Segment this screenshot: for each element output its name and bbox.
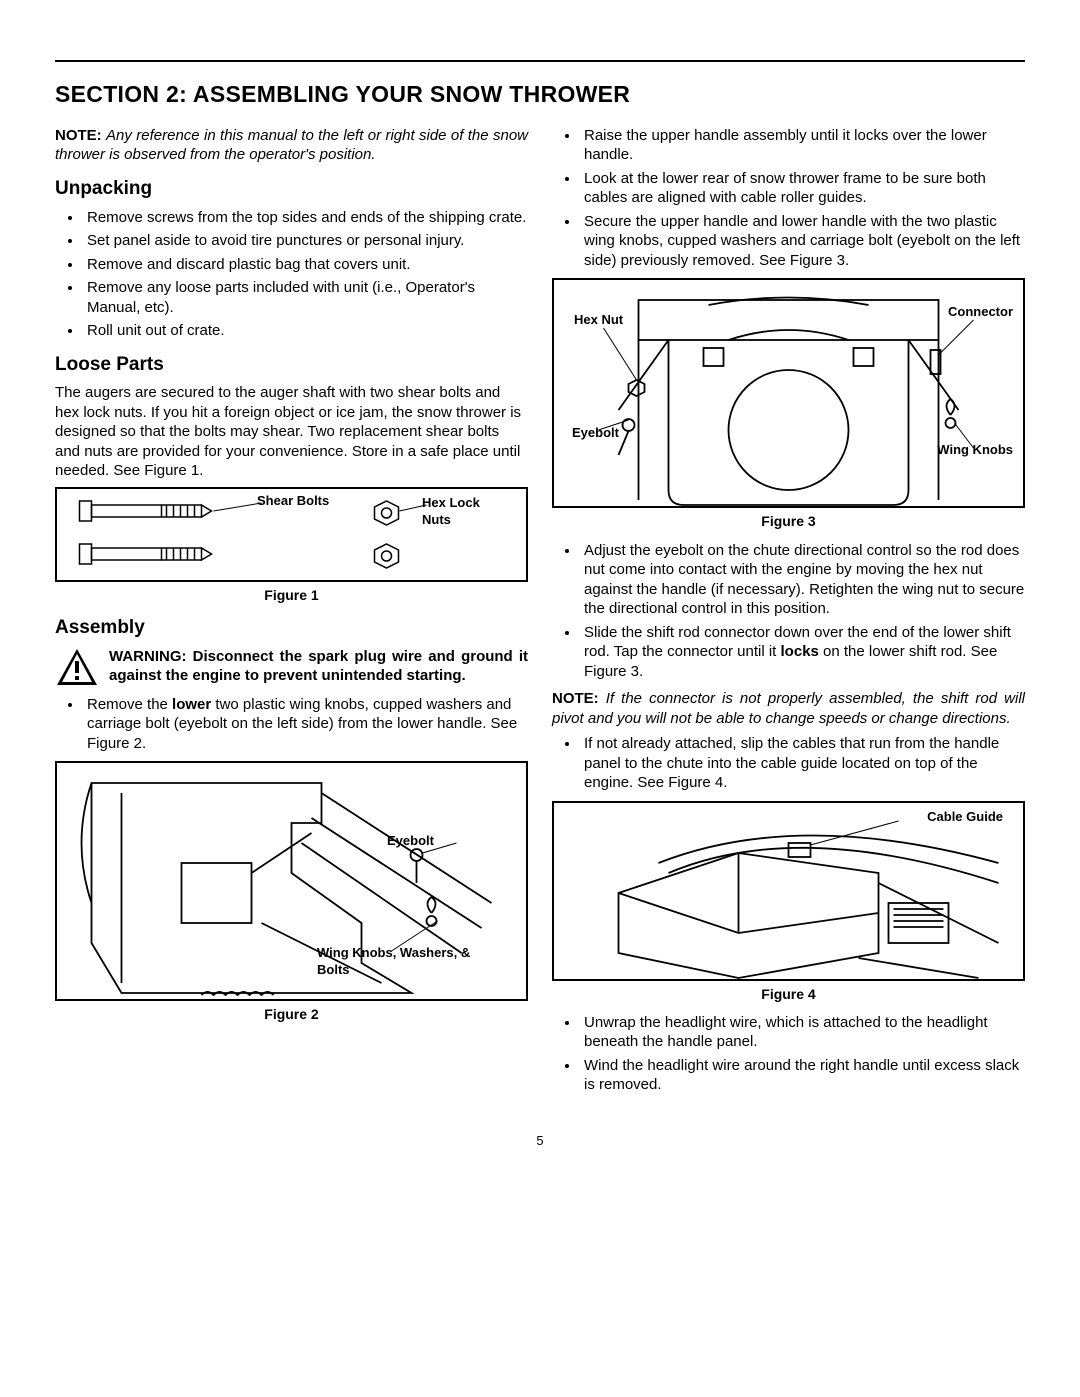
figure-2: Eyebolt Wing Knobs, Washers, & Bolts [55, 761, 528, 1001]
after-note2-list: If not already attached, slip the cables… [552, 734, 1025, 793]
assembly-list-1: Remove the lower two plastic wing knobs,… [55, 695, 528, 754]
two-column-layout: NOTE: Any reference in this manual to th… [55, 126, 1025, 1103]
list-item: Remove any loose parts included with uni… [83, 278, 528, 317]
right-top-list: Raise the upper handle assembly until it… [552, 126, 1025, 271]
fig4-label-cable-guide: Cable Guide [927, 809, 1003, 826]
section-title: SECTION 2: ASSEMBLING YOUR SNOW THROWER [55, 80, 1025, 110]
fig3-label-hex-nut: Hex Nut [574, 312, 623, 329]
list-item: Unwrap the headlight wire, which is atta… [580, 1013, 1025, 1052]
top-rule [55, 60, 1025, 62]
fig3-label-connector: Connector [948, 304, 1013, 321]
warning-icon [55, 647, 99, 687]
list-item: Wind the headlight wire around the right… [580, 1056, 1025, 1095]
bold-word: lower [172, 696, 211, 713]
list-item: Remove the lower two plastic wing knobs,… [83, 695, 528, 754]
figure-4-caption: Figure 4 [552, 985, 1025, 1003]
loose-parts-heading: Loose Parts [55, 353, 528, 378]
note-body: Any reference in this manual to the left… [55, 127, 528, 164]
figure-4: Cable Guide [552, 801, 1025, 981]
figure-1: Shear Bolts Hex Lock Nuts [55, 487, 528, 582]
figure-3: Hex Nut Connector Eyebolt Wing Knobs [552, 278, 1025, 508]
list-item: Roll unit out of crate. [83, 321, 528, 341]
list-item: Remove and discard plastic bag that cove… [83, 255, 528, 275]
assembly-heading: Assembly [55, 616, 528, 641]
list-item: Raise the upper handle assembly until it… [580, 126, 1025, 165]
after-fig3-list: Adjust the eyebolt on the chute directio… [552, 541, 1025, 682]
page-number: 5 [55, 1133, 1025, 1150]
fig3-label-wing-knobs: Wing Knobs [937, 442, 1013, 459]
fig1-label-shear-bolts: Shear Bolts [257, 493, 329, 510]
note-1: NOTE: Any reference in this manual to th… [55, 126, 528, 165]
warning-text: WARNING: Disconnect the spark plug wire … [109, 647, 528, 687]
list-item: If not already attached, slip the cables… [580, 734, 1025, 793]
fig2-label-eyebolt: Eyebolt [387, 833, 434, 850]
list-item: Set panel aside to avoid tire punctures … [83, 231, 528, 251]
unpacking-heading: Unpacking [55, 177, 528, 202]
list-item: Look at the lower rear of snow thrower f… [580, 169, 1025, 208]
list-item: Adjust the eyebolt on the chute directio… [580, 541, 1025, 619]
fig1-label-hex-lock-nuts: Hex Lock Nuts [422, 495, 502, 529]
left-column: NOTE: Any reference in this manual to th… [55, 126, 528, 1103]
after-fig4-list: Unwrap the headlight wire, which is atta… [552, 1013, 1025, 1095]
warning-block: WARNING: Disconnect the spark plug wire … [55, 647, 528, 687]
fig2-label-wing-knobs: Wing Knobs, Washers, & Bolts [317, 945, 487, 979]
note-2: NOTE: If the connector is not properly a… [552, 689, 1025, 728]
list-item: Slide the shift rod connector down over … [580, 623, 1025, 682]
list-item: Remove screws from the top sides and end… [83, 208, 528, 228]
figure-3-caption: Figure 3 [552, 512, 1025, 530]
figure-2-caption: Figure 2 [55, 1005, 528, 1023]
note-lead: NOTE: [552, 690, 599, 707]
fig3-label-eyebolt: Eyebolt [572, 425, 619, 442]
note-body: If the connector is not properly assembl… [552, 690, 1025, 727]
right-column: Raise the upper handle assembly until it… [552, 126, 1025, 1103]
note-lead: NOTE: [55, 127, 102, 144]
loose-parts-para: The augers are secured to the auger shaf… [55, 383, 528, 481]
list-item: Secure the upper handle and lower handle… [580, 212, 1025, 271]
unpacking-list: Remove screws from the top sides and end… [55, 208, 528, 341]
figure-1-caption: Figure 1 [55, 586, 528, 604]
bold-word: locks [781, 643, 819, 660]
